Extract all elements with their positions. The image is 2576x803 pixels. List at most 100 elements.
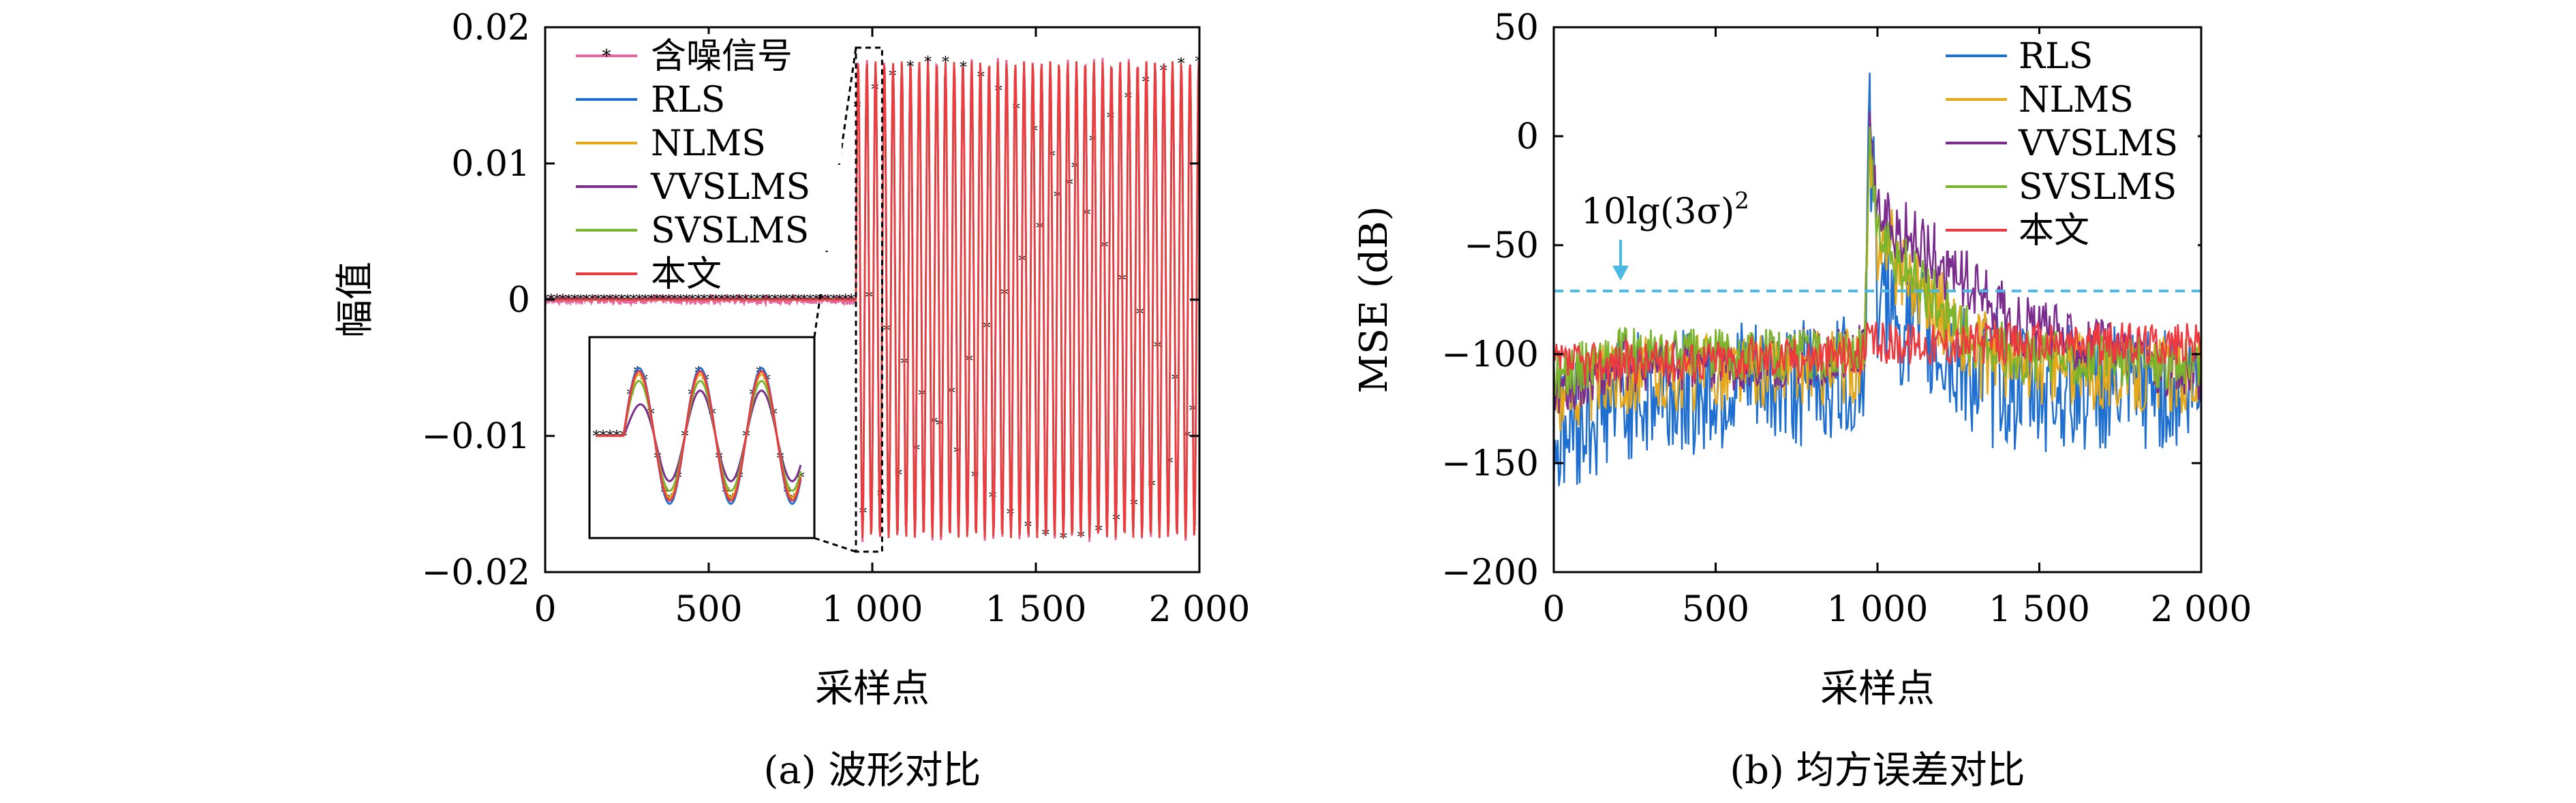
noisy-signal-marker: * [618, 292, 626, 309]
noisy-signal-marker: * [600, 292, 608, 309]
threshold-label: 10lg(3σ)2 [1581, 187, 1749, 232]
waveform-x-tick-label: 0 [534, 589, 556, 630]
waveform-y-tick-label: 0 [508, 280, 530, 321]
waveform-x-tick-label: 2 000 [1149, 589, 1251, 630]
noisy-signal-marker: * [801, 292, 808, 309]
noisy-signal-marker: * [830, 292, 838, 309]
noisy-signal-marker: * [647, 292, 655, 309]
noisy-signal-marker: * [624, 292, 631, 309]
noisy-signal-marker: * [818, 292, 826, 309]
mse-plot-area [1554, 72, 2201, 486]
noisy-signal-marker: * [777, 292, 784, 309]
threshold-arrow-head [1612, 266, 1629, 281]
noisy-signal-marker: * [559, 292, 566, 309]
waveform-y-tick-label: −0.02 [422, 552, 530, 593]
zoom-series-svslms [596, 379, 802, 492]
noisy-signal-marker: * [754, 292, 761, 309]
waveform-y-tick-label: 0.01 [451, 144, 530, 185]
mse-x-tick-label: 1 500 [1989, 589, 2090, 630]
noisy-signal-marker: * [759, 292, 767, 309]
noisy-signal-marker: * [589, 292, 596, 309]
waveform-y-tick-label: −0.01 [422, 416, 530, 457]
mse-x-tick-label: 1 000 [1827, 589, 1929, 630]
waveform-ticks: 0 500 1 000 1 500 2 000 −0.02 −0.01 0 0.01 0.02 [422, 7, 1251, 630]
noisy-signal-marker: * [765, 292, 773, 309]
noisy-signal-marker: * [553, 292, 561, 309]
noisy-signal-marker: * [607, 292, 614, 309]
zoom-series-vvslms [596, 389, 802, 483]
legend-label-proposed: 本文 [651, 254, 722, 295]
noisy-signal-marker: * [689, 292, 696, 309]
waveform-y-axis-label: 幅值 [333, 262, 378, 338]
mse-chart: 0 500 1 000 1 500 2 000 −200 −150 −100 −50 0 50 采样… [1352, 7, 2252, 793]
noisy-signal-marker: * [824, 292, 831, 309]
zoom-series-proposed [596, 370, 802, 502]
noisy-signal-marker: * [771, 292, 778, 309]
noisy-signal-marker: * [665, 292, 673, 309]
noisy-signal-marker: * [788, 292, 796, 309]
noisy-signal-marker: * [836, 292, 844, 309]
noisy-signal-marker: * [712, 292, 720, 309]
mse-series-nlms [1554, 123, 2201, 431]
noisy-signal-marker: * [694, 292, 702, 309]
waveform-x-tick-label: 1 000 [822, 589, 923, 630]
mse-x-axis-label: 采样点 [1820, 667, 1935, 711]
legend-label-vvslms: VVSLMS [650, 167, 810, 208]
noisy-signal-marker: * [1060, 531, 1067, 548]
waveform-plot-area: ****************************************… [545, 54, 1203, 548]
mse-series-proposed [1554, 321, 2201, 385]
mse-caption: (b) 均方误差对比 [1730, 749, 2025, 793]
zoom-source-box [855, 46, 883, 553]
legend-label-noisy-signal: 含噪信号 [651, 36, 793, 77]
mse-threshold-annotation: 10lg(3σ)2 [1581, 187, 1749, 281]
noisy-signal-marker: * [812, 292, 820, 309]
mse-legend-label-proposed: 本文 [2019, 210, 2089, 251]
noisy-signal-marker: * [612, 292, 619, 309]
mse-x-tick-label: 500 [1682, 589, 1749, 630]
noisy-signal-marker: * [730, 292, 737, 309]
mse-ticks: 0 500 1 000 1 500 2 000 −200 −150 −100 −50 0 50 [1441, 7, 2252, 630]
mse-y-tick-label: −100 [1441, 334, 1539, 375]
noisy-signal-marker: * [736, 292, 743, 309]
mse-y-tick-label: 50 [1494, 7, 1539, 48]
noisy-signal-marker: * [741, 292, 749, 309]
legend-label-nlms: NLMS [651, 123, 766, 164]
mse-legend-label-rls: RLS [2019, 36, 2093, 77]
legend-label-svslms: SVSLMS [651, 210, 809, 251]
waveform-y-tick-label: 0.02 [451, 7, 530, 48]
noisy-signal-marker: * [706, 292, 714, 309]
noisy-signal-marker: * [683, 292, 690, 309]
noisy-signal-marker: * [594, 292, 602, 309]
mse-legend-label-vvslms: VVSLMS [2018, 123, 2178, 164]
noisy-signal-marker: * [848, 292, 855, 309]
mse-series-svslms [1554, 126, 2201, 399]
noisy-signal-marker: * [1077, 529, 1085, 546]
noisy-signal-marker: * [718, 292, 726, 309]
noisy-signal-marker: * [565, 292, 572, 309]
mse-y-tick-label: −200 [1441, 552, 1539, 593]
waveform-chart: ****************************************… [333, 7, 1250, 793]
mse-y-tick-label: −150 [1441, 443, 1539, 484]
waveform-x-tick-label: 500 [675, 589, 742, 630]
mse-y-tick-label: −50 [1464, 225, 1539, 266]
noisy-signal-marker: * [630, 292, 637, 309]
noisy-signal-marker: * [659, 292, 666, 309]
noisy-signal-marker: * [795, 292, 802, 309]
noisy-signal-marker: * [583, 292, 590, 309]
legend-marker-noisy: * [602, 46, 611, 67]
noisy-signal-marker: * [1195, 54, 1203, 71]
noisy-signal-marker: * [641, 292, 649, 309]
noisy-signal-marker: * [1042, 527, 1049, 544]
noisy-signal-marker: * [724, 292, 731, 309]
mse-y-axis-label: MSE (dB) [1352, 206, 1396, 393]
noisy-signal-marker: * [783, 292, 791, 309]
mse-y-tick-label: 0 [1516, 116, 1539, 157]
legend-label-rls: RLS [651, 80, 725, 121]
waveform-caption: (a) 波形对比 [764, 749, 981, 793]
noisy-signal-marker: * [571, 292, 579, 309]
noisy-signal-marker: * [654, 292, 661, 309]
waveform-x-axis-label: 采样点 [815, 667, 930, 711]
